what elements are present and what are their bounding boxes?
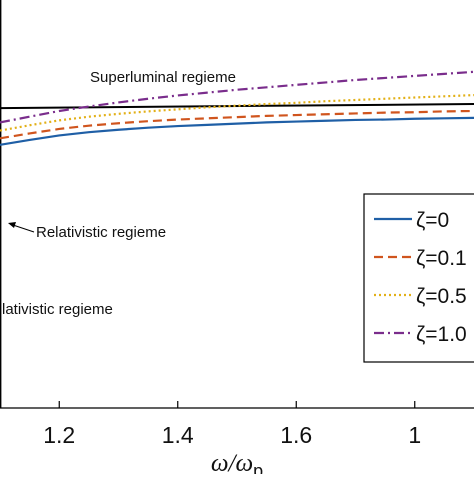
series-group [0, 70, 474, 146]
legend: ζ=0 ζ=0.1 ζ=0.5 ζ=1.0 [363, 193, 474, 363]
annotations-group: Superluminal regieme Relativistic regieme… [2, 69, 236, 318]
annotation-superluminal: Superluminal regieme [90, 69, 236, 86]
x-tick-label: 1.2 [43, 422, 75, 448]
series-line-2 [0, 93, 474, 132]
x-tick-label: 1 [408, 422, 421, 448]
series-line-3 [0, 70, 474, 124]
annotation-nonrelativistic: lativistic regieme [2, 301, 113, 318]
x-axis-label-subscript: p [253, 461, 263, 474]
series-line-0 [0, 116, 474, 146]
x-tick-label: 1.4 [162, 422, 194, 448]
x-tick-label: 1.6 [280, 422, 312, 448]
legend-label-0: ζ=0 [416, 209, 449, 232]
series-line-1 [0, 109, 474, 140]
legend-label-3: ζ=1.0 [416, 323, 467, 346]
legend-label-2: ζ=0.5 [416, 285, 467, 308]
legend-label-1: ζ=0.1 [416, 247, 467, 270]
annotation-arrow-head [8, 222, 16, 228]
annotation-relativistic: Relativistic regieme [36, 224, 166, 241]
